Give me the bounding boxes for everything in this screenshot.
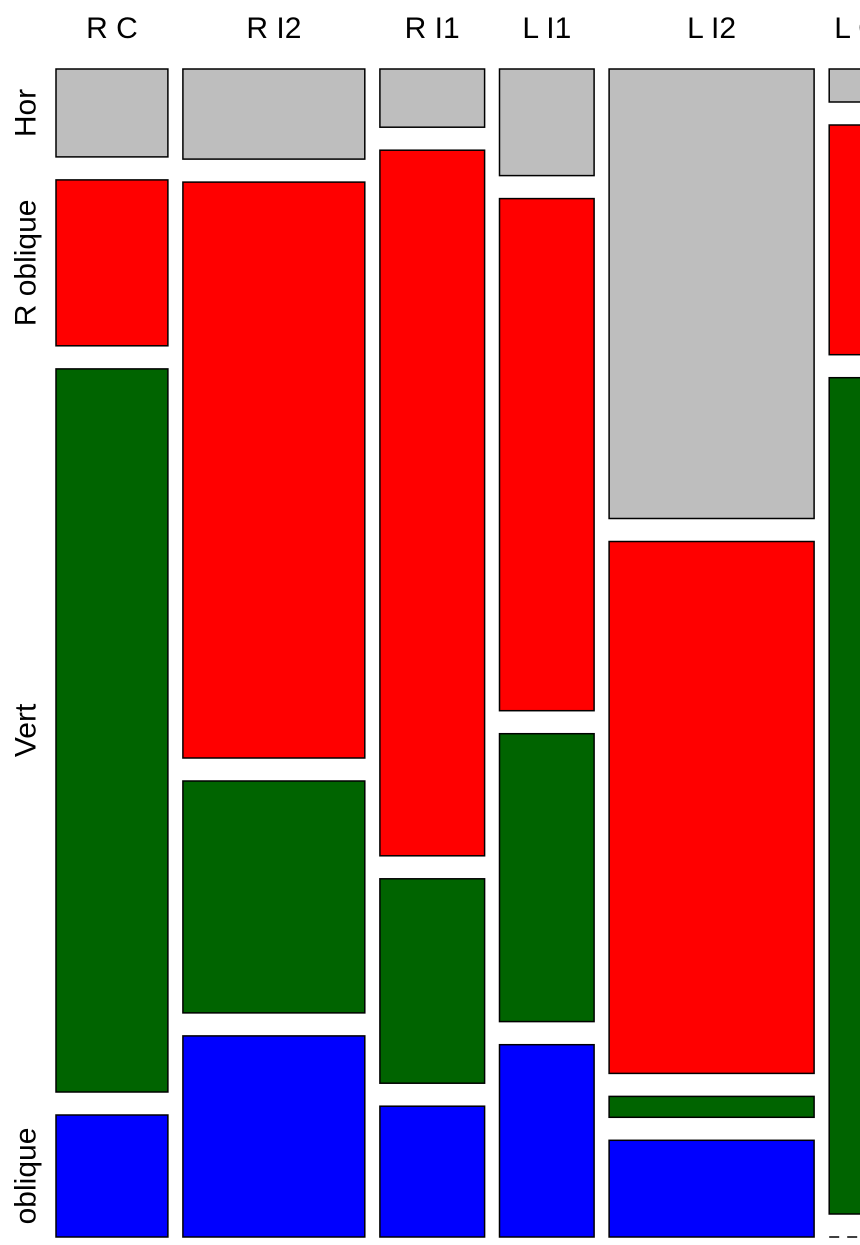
tile-l-i1-hor bbox=[498, 68, 595, 177]
column-label-r-i2: R I2 bbox=[246, 12, 301, 45]
column-labels: R C R I2 R I1 L I1 L I2 L C bbox=[86, 12, 860, 45]
row-label-r-oblique: R oblique bbox=[10, 200, 43, 327]
tile-l-c-hor bbox=[828, 68, 860, 103]
row-label-hor: Hor bbox=[10, 89, 43, 137]
tile-r-i1-hor bbox=[379, 68, 486, 128]
tile-r-i2-oblique bbox=[182, 1035, 366, 1238]
tile-r-i2-vert bbox=[182, 780, 366, 1014]
tile-r-i1-r-oblique bbox=[379, 149, 486, 857]
tile-r-i1-oblique bbox=[379, 1105, 486, 1238]
tile-r-c-r-oblique bbox=[55, 179, 169, 347]
row-labels: Hor R oblique Vert oblique bbox=[10, 89, 43, 1225]
tile-l-i2-oblique bbox=[608, 1139, 815, 1238]
tile-l-c-r-oblique bbox=[828, 124, 860, 356]
column-label-l-c: L C bbox=[834, 12, 860, 45]
tile-l-i1-r-oblique bbox=[498, 197, 595, 712]
mosaic-tiles bbox=[55, 68, 860, 1238]
tile-r-i2-r-oblique bbox=[182, 181, 366, 759]
tile-l-i1-oblique bbox=[498, 1043, 595, 1238]
tile-r-i2-hor bbox=[182, 68, 366, 160]
tile-l-i2-hor bbox=[608, 68, 815, 520]
row-label-oblique: oblique bbox=[10, 1128, 43, 1225]
tile-r-i1-vert bbox=[379, 878, 486, 1084]
tile-r-c-oblique bbox=[55, 1114, 169, 1238]
column-label-r-c: R C bbox=[86, 12, 138, 45]
tile-r-c-vert bbox=[55, 368, 169, 1093]
tile-l-i2-vert bbox=[608, 1095, 815, 1119]
column-label-r-i1: R I1 bbox=[405, 12, 460, 45]
column-label-l-i1: L I1 bbox=[522, 12, 571, 45]
tile-r-c-hor bbox=[55, 68, 169, 158]
tile-l-i1-vert bbox=[498, 732, 595, 1023]
tile-l-c-vert bbox=[828, 376, 860, 1215]
tile-l-i2-r-oblique bbox=[608, 540, 815, 1075]
row-label-vert: Vert bbox=[10, 703, 43, 757]
column-label-l-i2: L I2 bbox=[687, 12, 736, 45]
